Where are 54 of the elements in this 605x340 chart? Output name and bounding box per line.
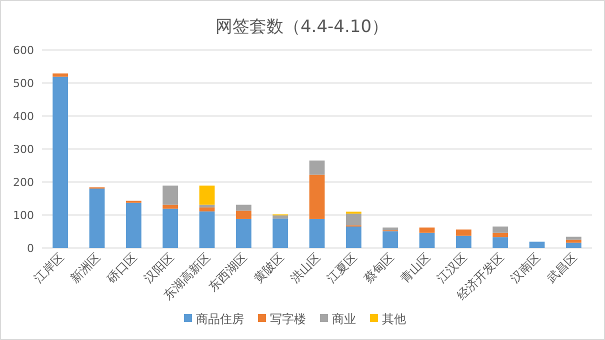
x-tick-label: 青山区: [398, 250, 434, 286]
bar: [346, 226, 362, 248]
bar: [89, 188, 105, 248]
legend-label: 写字楼: [270, 312, 306, 326]
x-tick-label: 洪山区: [288, 250, 324, 286]
legend-label: 其他: [382, 312, 406, 326]
y-tick-label: 0: [27, 242, 34, 255]
bar: [272, 218, 288, 248]
bar: [126, 202, 142, 248]
bar: [162, 186, 178, 205]
bar: [456, 236, 472, 248]
y-tick-label: 400: [13, 110, 34, 123]
x-tick-label: 黄陂区: [251, 250, 286, 286]
bar: [199, 186, 215, 205]
bar: [199, 207, 215, 212]
y-tick-label: 600: [13, 44, 34, 57]
x-tick-label: 江夏区: [324, 250, 360, 286]
bar: [309, 218, 325, 248]
bar: [272, 215, 288, 219]
bar: [199, 211, 215, 248]
bar: [566, 236, 582, 240]
y-tick-label: 500: [13, 77, 34, 90]
bar: [382, 228, 398, 230]
bar: [236, 218, 252, 248]
y-tick-label: 300: [13, 143, 34, 156]
bar: [492, 232, 508, 238]
legend-label: 商业: [332, 312, 356, 326]
legend-label: 商品住房: [196, 312, 244, 326]
bar: [236, 204, 252, 211]
bar: [199, 204, 215, 208]
x-tick-label: 江岸区: [31, 250, 66, 286]
x-tick-label: 蔡甸区: [361, 250, 396, 286]
x-tick-label: 新洲区: [68, 250, 104, 286]
bar: [492, 226, 508, 233]
bar: [309, 160, 325, 175]
bar: [236, 210, 252, 219]
bar: [529, 242, 545, 248]
bar: [346, 214, 362, 226]
bar: [492, 237, 508, 248]
bar: [566, 242, 582, 248]
x-tick-label: 汉南区: [508, 250, 544, 286]
chart-title: 网签套数（4.4-4.10）: [215, 17, 389, 37]
y-tick-label: 100: [13, 209, 34, 222]
bar: [52, 73, 68, 77]
bar: [456, 230, 472, 236]
bar: [52, 76, 68, 248]
bar: [419, 232, 435, 248]
x-tick-label: 武昌区: [544, 250, 580, 286]
x-tick-label: 硚口区: [104, 250, 140, 286]
bar: [162, 208, 178, 248]
y-tick-label: 200: [13, 176, 34, 189]
bar: [419, 228, 435, 233]
bar: [382, 231, 398, 248]
bar: [309, 174, 325, 219]
